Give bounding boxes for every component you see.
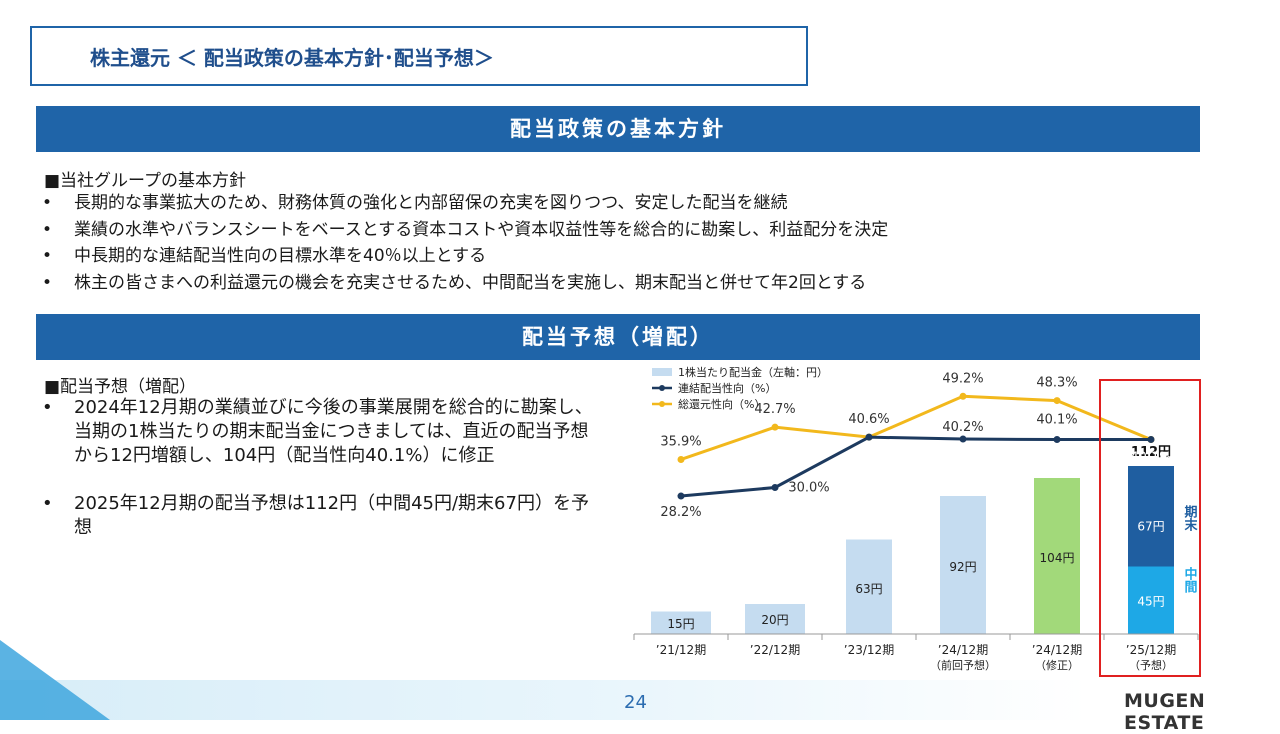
interim-legend-label: 中間 bbox=[1182, 567, 1198, 595]
total-return-point bbox=[1053, 397, 1061, 405]
page-number: 24 bbox=[624, 692, 647, 713]
total-return-label: 40.6% bbox=[848, 412, 889, 427]
final-legend-label: 期末 bbox=[1182, 505, 1199, 532]
payout-label: 40.1% bbox=[1130, 451, 1171, 466]
payout-label: 40.1% bbox=[1036, 413, 1077, 428]
total-return-label: 35.9% bbox=[660, 434, 701, 449]
payout-label: 40.2% bbox=[942, 420, 983, 435]
highlight-box bbox=[1099, 379, 1201, 677]
dividend-bar-label: 104円 bbox=[1040, 551, 1075, 565]
x-axis-label: ’24/12期 bbox=[1032, 643, 1082, 657]
policy-section-band: 配当政策の基本方針 bbox=[36, 106, 1200, 152]
bar-2025-interim bbox=[1128, 566, 1174, 634]
total-return-point bbox=[677, 455, 685, 463]
total-return-label: 42.7% bbox=[754, 402, 795, 417]
legend-total-marker bbox=[659, 401, 665, 407]
payout-point bbox=[865, 433, 873, 441]
total-return-point bbox=[771, 423, 779, 431]
total-return-line bbox=[680, 394, 1152, 461]
forecast-list: • 2024年12月期の業績並びに今後の事業展開を総合的に勘案し、当期の1株当たり… bbox=[40, 396, 600, 540]
forecast-item: • 2024年12月期の業績並びに今後の事業展開を総合的に勘案し、当期の1株当たり… bbox=[42, 397, 593, 466]
policy-item: • 長期的な事業拡大のため、財務体質の強化と内部留保の充実を図りつつ、安定した配当… bbox=[40, 190, 888, 217]
legend-total-label: 総還元性向（%） bbox=[678, 397, 765, 411]
footer-strip bbox=[0, 680, 1280, 720]
x-axis-label: ’22/12期 bbox=[750, 643, 800, 657]
total-return-label: 49.2% bbox=[942, 371, 983, 386]
payout-point bbox=[1053, 436, 1061, 444]
policy-list: • 長期的な事業拡大のため、財務体質の強化と内部留保の充実を図りつつ、安定した配当… bbox=[40, 190, 888, 296]
dividend-chart: 1株当たり配当金（左軸：円） 連結配当性向（%） 総還元性向（%） 15円 20円 63円… bbox=[633, 365, 1201, 677]
forecast-section-band: 配当予想（増配） bbox=[36, 314, 1200, 360]
legend-payout-label: 連結配当性向（%） bbox=[678, 381, 776, 395]
policy-item: • 業績の水準やバランスシートをベースとする資本コストや資本収益性等を総合的に勘案… bbox=[40, 217, 888, 244]
x-axis-sublabel: （予想） bbox=[1129, 658, 1173, 672]
x-axis-label: ’23/12期 bbox=[844, 643, 894, 657]
dividend-bar-label: 92円 bbox=[949, 560, 976, 574]
total-return-label: 48.3% bbox=[1036, 376, 1077, 391]
legend-payout-marker bbox=[659, 385, 665, 391]
dividend-bar-label: 63円 bbox=[855, 582, 882, 596]
x-axis-sublabel: （前回予想） bbox=[930, 658, 996, 672]
legend-dividend-label: 1株当たり配当金（左軸：円） bbox=[678, 365, 828, 379]
bar-2025-interim-label: 45円 bbox=[1137, 594, 1164, 608]
page-title: 株主還元 ＜ 配当政策の基本方針･配当予想＞ bbox=[90, 46, 494, 70]
bar-2025-total-label: 112円 bbox=[1131, 445, 1171, 460]
x-axis-label: ’21/12期 bbox=[656, 643, 706, 657]
bullet-icon: • bbox=[42, 493, 53, 514]
bullet-icon: • bbox=[42, 193, 53, 213]
policy-heading: ■当社グループの基本方針 bbox=[44, 171, 247, 191]
x-axis-sublabel: （修正） bbox=[1035, 658, 1079, 672]
policy-item: • 中長期的な連結配当性向の目標水準を40％以上とする bbox=[40, 243, 888, 270]
dividend-bar-label: 20円 bbox=[761, 613, 788, 627]
bullet-icon: • bbox=[42, 397, 53, 418]
company-logo: MUGEN ESTATE bbox=[1124, 690, 1206, 734]
x-axis-label: ’24/12期 bbox=[938, 643, 988, 657]
bar-2025-final-label: 67円 bbox=[1137, 519, 1164, 533]
bullet-icon: • bbox=[42, 246, 53, 266]
corner-decoration bbox=[0, 640, 110, 720]
bullet-icon: • bbox=[42, 219, 53, 240]
forecast-heading: ■配当予想（増配） bbox=[44, 377, 197, 397]
bullet-icon: • bbox=[42, 272, 53, 293]
dividend-bar bbox=[745, 604, 805, 634]
total-return-point bbox=[959, 392, 967, 400]
payout-point bbox=[1147, 436, 1155, 444]
x-axis-label: ’25/12期 bbox=[1126, 643, 1176, 657]
policy-item: • 株主の皆さまへの利益還元の機会を充実させるため、中間配当を実施し、期末配当と併… bbox=[40, 270, 888, 297]
payout-point bbox=[677, 492, 685, 500]
legend-dividend-swatch bbox=[652, 368, 672, 376]
title-box: 株主還元 ＜ 配当政策の基本方針･配当予想＞ bbox=[30, 26, 808, 86]
bar-2025-final bbox=[1128, 466, 1174, 567]
payout-line bbox=[680, 435, 1151, 498]
dividend-bar bbox=[940, 496, 986, 634]
dividend-bar-label: 15円 bbox=[667, 617, 694, 631]
payout-label: 28.2% bbox=[660, 505, 701, 520]
payout-point bbox=[959, 435, 967, 443]
dividend-bar bbox=[651, 611, 711, 634]
payout-label: 30.0% bbox=[788, 481, 829, 496]
dividend-bar bbox=[846, 539, 892, 634]
payout-point bbox=[771, 484, 779, 491]
dividend-bar bbox=[1034, 478, 1080, 634]
forecast-item: • 2025年12月期の配当予想は112円（中間45円/期末67円）を予想 bbox=[42, 493, 589, 538]
